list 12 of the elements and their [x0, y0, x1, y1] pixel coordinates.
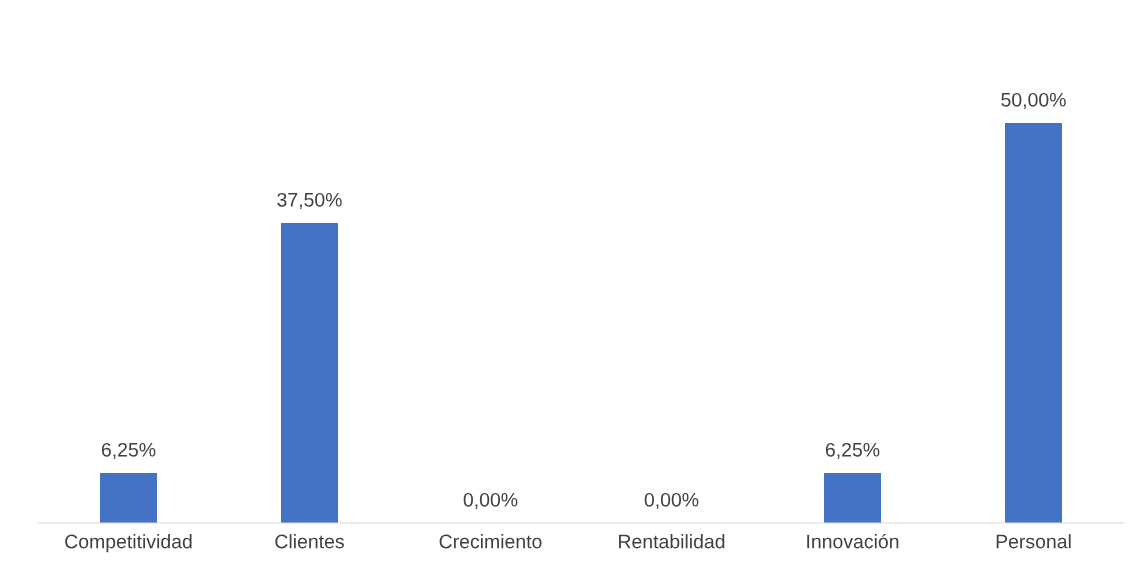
data-label: 0,00%	[463, 492, 518, 509]
x-tick-label: Competitividad	[65, 534, 192, 553]
data-label: 6,25%	[825, 442, 880, 459]
x-tick-label: Innovación	[807, 533, 899, 549]
x-tick-label: Clientes	[275, 534, 344, 549]
x-tick-label: Personal	[996, 534, 1071, 549]
x-tick-label: Crecimiento	[439, 534, 542, 549]
x-tick-label: Rentabilidad	[619, 534, 725, 549]
data-label: 6,25%	[101, 442, 156, 459]
data-label: 50,00%	[1001, 92, 1066, 109]
data-label: 37,50%	[277, 192, 342, 209]
data-label: 0,00%	[644, 492, 699, 509]
